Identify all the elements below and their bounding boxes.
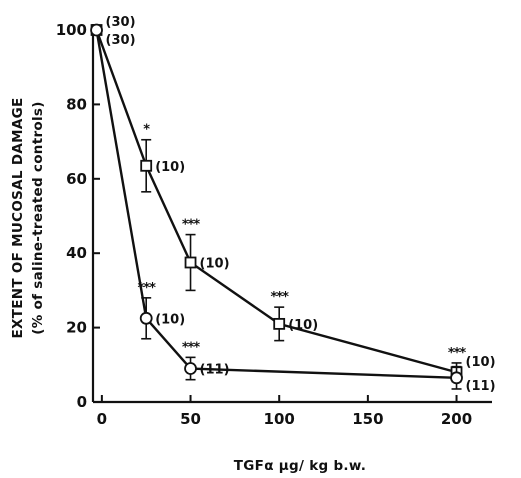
data-point-circle	[139, 311, 153, 325]
x-tick-label: 0	[97, 410, 107, 428]
series-square: (30)(10)*(10)***(10)***(10)***	[90, 15, 496, 383]
chart-series: (30)(10)*(10)***(10)***(10)***(30)(10)**…	[90, 15, 496, 394]
x-tick-label: 100	[264, 410, 295, 428]
sample-size-label: (11)	[466, 379, 496, 394]
y-axis-subtitle: (% of saline-treated controls)	[30, 101, 46, 334]
data-point-square	[184, 256, 197, 269]
sample-size-label: (30)	[106, 33, 136, 48]
y-tick-label: 0	[77, 393, 87, 411]
series-line	[95, 29, 457, 380]
significance-label: ***	[182, 340, 201, 355]
sample-size-label: (30)	[106, 15, 136, 30]
data-point-square	[273, 317, 286, 330]
y-tick-label: 80	[66, 95, 87, 113]
data-point-circle	[450, 371, 463, 385]
data-point-square	[140, 159, 153, 172]
sample-size-label: (10)	[155, 312, 185, 327]
significance-label: ***	[137, 281, 156, 296]
y-axis-title: EXTENT OF MUCOSAL DAMAGE	[10, 98, 26, 339]
significance-label: ***	[448, 346, 467, 361]
y-tick-label: 60	[66, 170, 87, 188]
y-tick-label: 100	[56, 21, 87, 39]
data-point-circle	[90, 23, 103, 37]
sample-size-label: (11)	[200, 363, 230, 378]
significance-label: ***	[182, 218, 201, 233]
chart-axes: 0 20 40 60 80 100 0 50 100 150 200	[56, 21, 492, 428]
x-tick-label: 50	[180, 410, 201, 428]
sample-size-label: (10)	[466, 355, 496, 370]
sample-size-label: (10)	[200, 257, 230, 272]
significance-label: *	[143, 123, 150, 138]
x-axis-title: TGFα µg/ kg b.w.	[234, 458, 366, 474]
sample-size-label: (10)	[288, 318, 318, 333]
y-tick-label: 40	[66, 244, 87, 262]
series-circle: (30)(10)***(11)***(11)	[90, 23, 496, 394]
data-point-circle	[184, 362, 197, 375]
sample-size-label: (10)	[155, 160, 185, 175]
x-tick-label: 150	[352, 410, 383, 428]
x-tick-label: 200	[441, 410, 472, 428]
significance-label: ***	[270, 290, 289, 305]
y-tick-label: 20	[66, 319, 87, 337]
